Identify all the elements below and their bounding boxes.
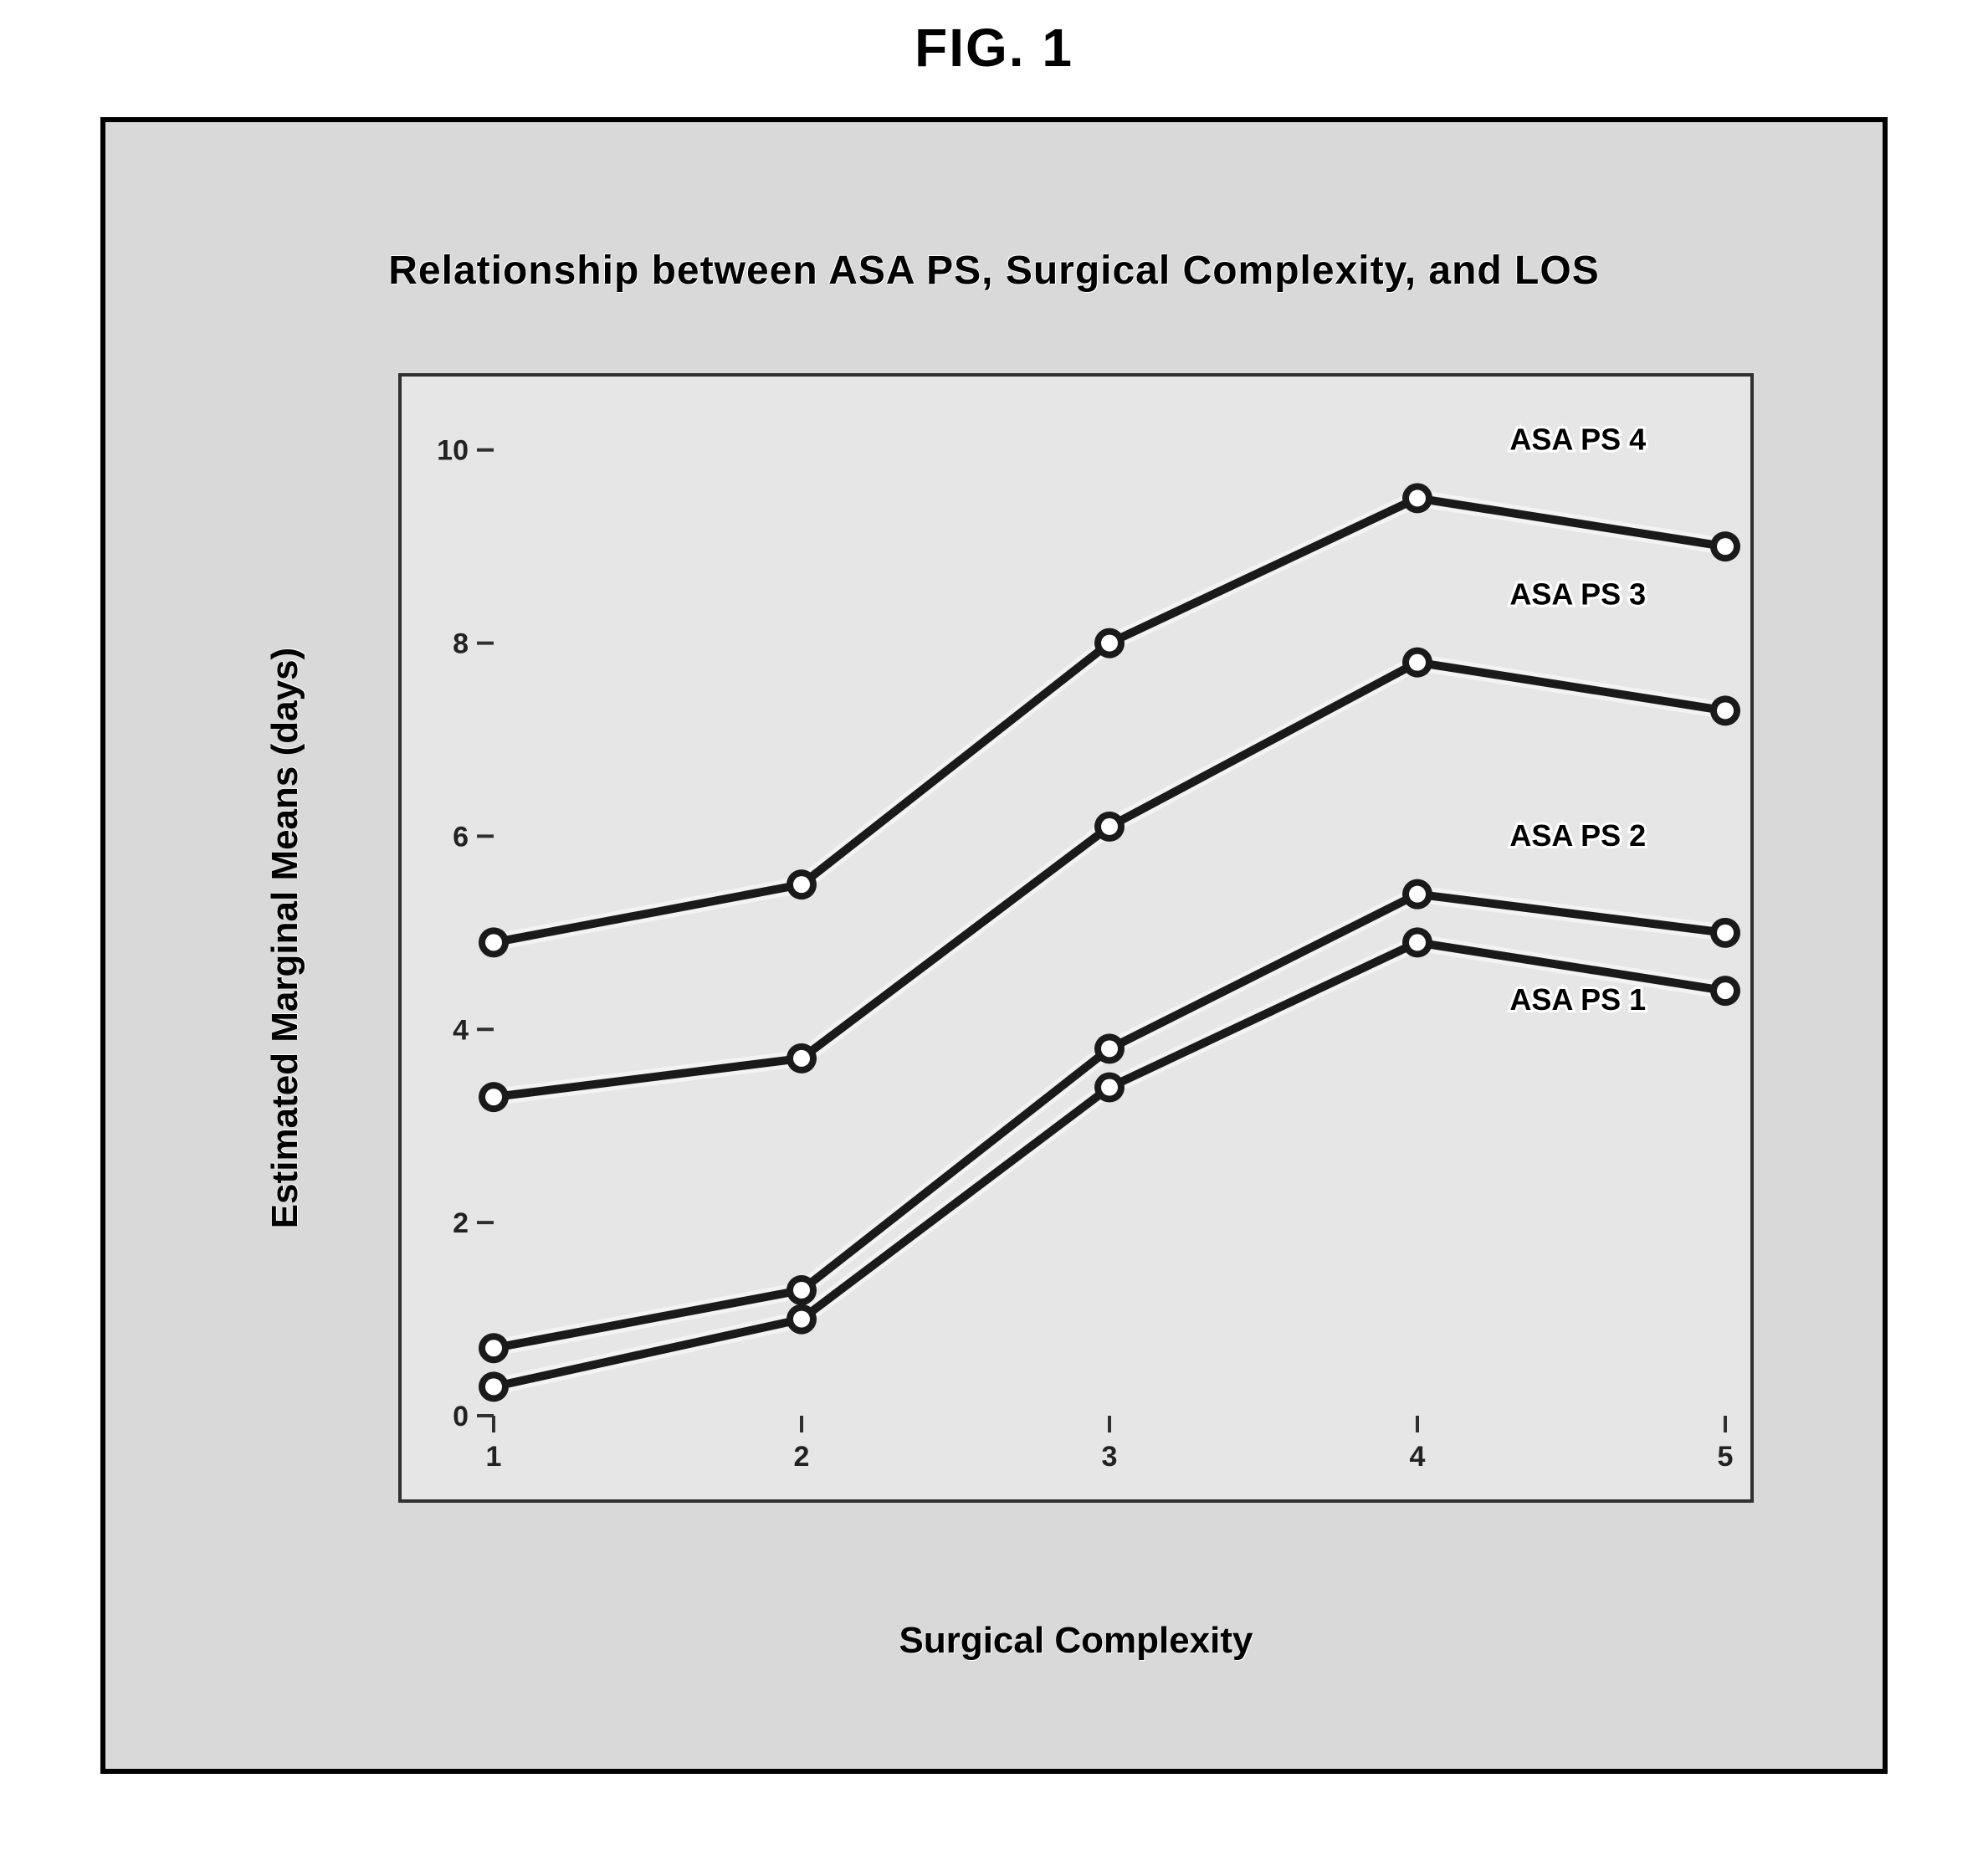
chart-title: Relationship between ASA PS, Surgical Co…: [105, 248, 1883, 294]
svg-text:6: 6: [453, 821, 469, 853]
svg-text:10: 10: [437, 435, 469, 467]
svg-text:1: 1: [486, 1441, 502, 1473]
plot-panel: 024681012345ASA PS 4ASA PS 4ASA PS 3ASA …: [398, 373, 1754, 1503]
svg-text:ASA PS 4: ASA PS 4: [1509, 423, 1646, 457]
svg-text:5: 5: [1718, 1441, 1734, 1473]
svg-text:4: 4: [453, 1014, 469, 1046]
x-axis-title: Surgical Complexity: [398, 1620, 1754, 1662]
figure-label: FIG. 1: [0, 17, 1988, 79]
svg-text:0: 0: [453, 1401, 469, 1432]
svg-text:2: 2: [794, 1441, 810, 1473]
outer-frame: Relationship between ASA PS, Surgical Co…: [100, 117, 1888, 1774]
svg-text:4: 4: [1410, 1441, 1426, 1473]
page: FIG. 1 Relationship between ASA PS, Surg…: [0, 0, 1988, 1855]
svg-text:ASA PS 2: ASA PS 2: [1509, 818, 1646, 853]
y-axis-title: Estimated Marginal Means (days): [264, 373, 306, 1503]
svg-text:3: 3: [1102, 1441, 1118, 1473]
line-chart: 024681012345ASA PS 4ASA PS 4ASA PS 3ASA …: [402, 377, 1750, 1499]
svg-text:ASA PS 3: ASA PS 3: [1509, 576, 1646, 611]
svg-text:8: 8: [453, 628, 469, 660]
svg-text:ASA PS 1: ASA PS 1: [1509, 982, 1646, 1017]
svg-text:2: 2: [453, 1207, 469, 1239]
